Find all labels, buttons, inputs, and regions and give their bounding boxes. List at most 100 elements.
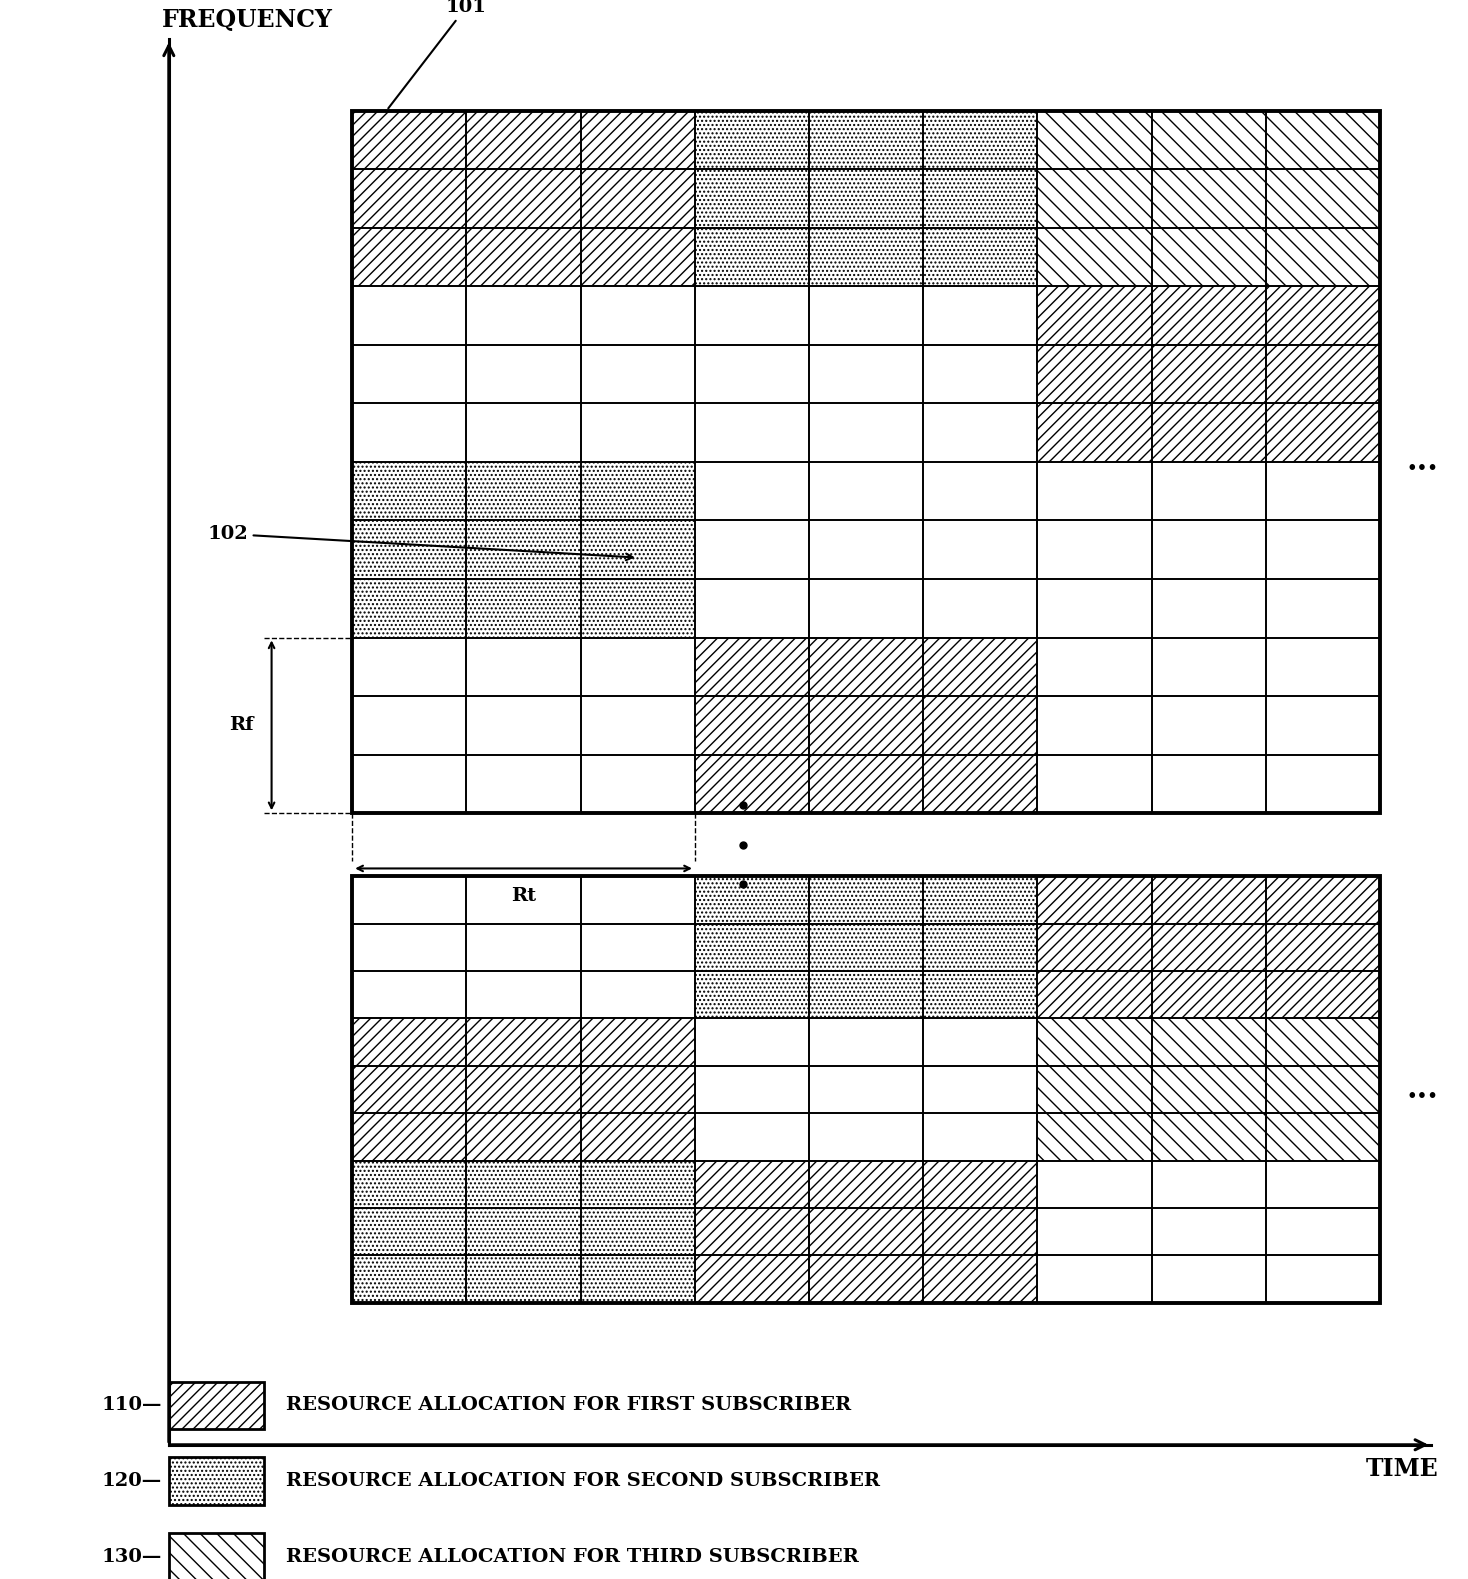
Bar — [923, 638, 1038, 696]
Bar — [467, 1161, 581, 1208]
Bar — [1038, 971, 1151, 1018]
Bar — [169, 1533, 264, 1579]
Bar — [1265, 403, 1380, 461]
Text: 101: 101 — [388, 0, 487, 109]
Bar — [1038, 403, 1151, 461]
Bar — [809, 638, 923, 696]
Bar — [352, 461, 467, 521]
Text: Rf: Rf — [229, 717, 254, 734]
Bar — [923, 1208, 1038, 1255]
Bar — [1038, 111, 1151, 169]
Bar — [923, 924, 1038, 971]
Bar — [809, 971, 923, 1018]
Bar — [809, 696, 923, 755]
Bar — [923, 755, 1038, 813]
Bar — [1265, 344, 1380, 403]
Text: TIME: TIME — [1365, 1457, 1439, 1481]
Bar — [352, 1208, 467, 1255]
Bar — [1151, 111, 1265, 169]
Bar — [467, 579, 581, 638]
Bar — [581, 1113, 694, 1161]
Bar — [169, 1457, 264, 1505]
Bar — [581, 579, 694, 638]
Bar — [581, 1208, 694, 1255]
Bar — [1151, 971, 1265, 1018]
Bar — [1038, 1113, 1151, 1161]
Bar — [1265, 227, 1380, 286]
Bar — [581, 111, 694, 169]
Bar — [694, 169, 809, 227]
Text: ...: ... — [1406, 1074, 1439, 1105]
Bar — [923, 971, 1038, 1018]
Bar — [467, 461, 581, 521]
Bar — [1265, 286, 1380, 344]
Bar — [809, 755, 923, 813]
Bar — [809, 169, 923, 227]
Bar — [694, 1161, 809, 1208]
Bar — [581, 521, 694, 579]
Bar — [1265, 1113, 1380, 1161]
Bar — [1265, 111, 1380, 169]
Text: 110—: 110— — [101, 1396, 161, 1415]
Bar — [1265, 971, 1380, 1018]
Bar — [352, 169, 467, 227]
Bar — [694, 924, 809, 971]
Bar — [467, 521, 581, 579]
Bar — [1038, 344, 1151, 403]
Bar — [352, 579, 467, 638]
Bar — [1151, 924, 1265, 971]
Bar — [694, 971, 809, 1018]
Bar — [352, 111, 1380, 813]
Bar — [1151, 1066, 1265, 1113]
Bar — [1265, 1018, 1380, 1066]
Bar — [923, 169, 1038, 227]
Bar — [1038, 169, 1151, 227]
Bar — [923, 876, 1038, 924]
Bar — [1151, 227, 1265, 286]
Bar — [694, 1255, 809, 1303]
Bar — [1038, 876, 1151, 924]
Bar — [809, 876, 923, 924]
Bar — [1151, 344, 1265, 403]
Text: FREQUENCY: FREQUENCY — [161, 8, 332, 32]
Bar — [809, 227, 923, 286]
Bar — [352, 111, 467, 169]
Bar — [467, 1066, 581, 1113]
Bar — [467, 227, 581, 286]
Bar — [694, 1208, 809, 1255]
Bar — [581, 1255, 694, 1303]
Text: 102: 102 — [207, 524, 633, 561]
Bar — [1265, 169, 1380, 227]
Bar — [1038, 924, 1151, 971]
Bar — [923, 227, 1038, 286]
Bar — [581, 227, 694, 286]
Bar — [809, 1208, 923, 1255]
Bar — [352, 1161, 467, 1208]
Bar — [1038, 227, 1151, 286]
Text: ...: ... — [1406, 447, 1439, 477]
Bar — [352, 1255, 467, 1303]
Text: 130—: 130— — [101, 1547, 161, 1566]
Bar — [1265, 1066, 1380, 1113]
Bar — [923, 111, 1038, 169]
Bar — [923, 1161, 1038, 1208]
Bar — [467, 1113, 581, 1161]
Bar — [809, 924, 923, 971]
Bar — [1265, 924, 1380, 971]
Text: RESOURCE ALLOCATION FOR SECOND SUBSCRIBER: RESOURCE ALLOCATION FOR SECOND SUBSCRIBE… — [286, 1472, 881, 1491]
Bar — [581, 461, 694, 521]
Bar — [581, 1161, 694, 1208]
Text: 120—: 120— — [101, 1472, 161, 1491]
Bar — [694, 696, 809, 755]
Bar — [352, 521, 467, 579]
Bar — [1265, 876, 1380, 924]
Bar — [467, 1208, 581, 1255]
Bar — [694, 638, 809, 696]
Bar — [467, 169, 581, 227]
Bar — [352, 1066, 467, 1113]
Text: RESOURCE ALLOCATION FOR THIRD SUBSCRIBER: RESOURCE ALLOCATION FOR THIRD SUBSCRIBER — [286, 1547, 859, 1566]
Bar — [694, 876, 809, 924]
Bar — [1151, 1018, 1265, 1066]
Bar — [1038, 1018, 1151, 1066]
Bar — [923, 696, 1038, 755]
